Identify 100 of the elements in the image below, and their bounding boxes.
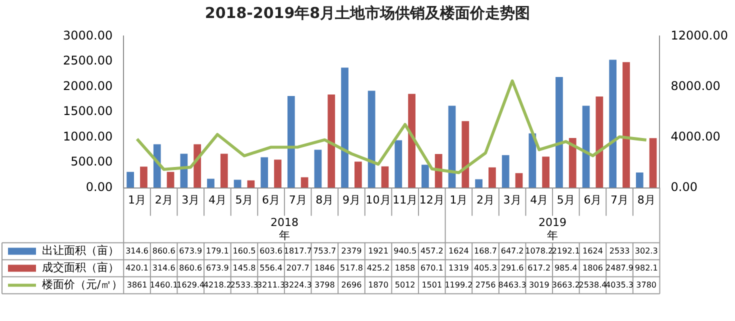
data-label: 860.6 <box>152 246 176 256</box>
data-label: 670.1 <box>420 263 444 272</box>
bar <box>609 60 617 188</box>
x-tick-label: 9月 <box>342 193 360 206</box>
chart-title: 2018-2019年8月土地市场供销及楼面价走势图 <box>204 3 532 24</box>
legend-label: 楼面价（元/㎡） <box>42 278 123 292</box>
data-label: 603.6 <box>260 246 283 256</box>
bar <box>462 121 470 188</box>
bar <box>126 172 134 188</box>
data-label: 556.4 <box>260 263 283 272</box>
text: 2018年 <box>270 216 298 242</box>
data-label: 179.1 <box>206 246 229 256</box>
data-label: 1806 <box>582 263 603 272</box>
data-label: 4035.3 <box>606 280 634 290</box>
bar <box>502 155 510 188</box>
data-label: 1078.2 <box>525 246 554 256</box>
data-label: 1501 <box>422 280 442 290</box>
data-label: 1624 <box>448 246 469 256</box>
data-label: 3019 <box>528 280 550 290</box>
bar <box>515 173 523 188</box>
y2-tick-label: 8000.00 <box>670 78 720 93</box>
data-label: 2696 <box>341 280 362 290</box>
data-label: 2538.4 <box>578 280 607 290</box>
data-label: 314.6 <box>126 246 148 256</box>
data-label: 160.5 <box>232 246 256 256</box>
x-tick-label: 5月 <box>235 193 254 206</box>
x-tick-label: 3月 <box>182 193 200 206</box>
bar <box>274 160 282 188</box>
data-label: 302.3 <box>634 246 658 256</box>
data-label: 4218.2 <box>203 280 232 290</box>
x-tick-label: 2月 <box>476 193 495 206</box>
data-label: 291.6 <box>500 263 524 272</box>
x-tick-label: 7月 <box>610 193 629 206</box>
data-label: 457.2 <box>420 246 444 256</box>
y2-tick-label: 12000.00 <box>670 28 728 42</box>
data-label: 673.9 <box>206 263 229 272</box>
data-label: 3798 <box>314 280 335 290</box>
x-tick-label: 11月 <box>392 193 418 206</box>
bar <box>434 154 442 188</box>
y-tick-label: 2000.00 <box>63 78 113 93</box>
y-tick-label: 2500.00 <box>63 54 113 68</box>
bar <box>408 94 416 188</box>
data-label: 940.5 <box>394 246 417 256</box>
x-tick-label: 4月 <box>530 193 548 206</box>
data-label: 2192.1 <box>552 246 580 256</box>
x-tick-label: 3月 <box>503 193 522 206</box>
bar <box>300 177 308 188</box>
bar <box>596 96 604 188</box>
x-tick-label: 8月 <box>637 193 656 206</box>
bar <box>368 90 376 188</box>
data-label: 3861 <box>126 280 148 290</box>
bar <box>422 164 429 188</box>
data-label: 207.7 <box>286 263 310 272</box>
data-label: 2379 <box>341 246 362 256</box>
legend-label: 出让面积（亩） <box>42 244 119 258</box>
bar <box>488 167 496 188</box>
x-tick-label: 2月 <box>154 193 173 206</box>
legend-label: 成交面积（亩） <box>42 261 119 274</box>
data-label: 3780 <box>636 280 657 290</box>
bar <box>354 162 362 188</box>
x-tick-label: 6月 <box>262 193 280 206</box>
y2-tick-label: 4000.00 <box>670 129 720 144</box>
bar <box>649 138 657 188</box>
bar <box>475 179 482 188</box>
data-label: 517.8 <box>340 263 363 272</box>
bar <box>636 172 644 188</box>
y2-tick-label: 0.00 <box>670 180 698 194</box>
y-tick-label: 3000.00 <box>63 28 113 42</box>
x-tick-label: 6月 <box>584 193 602 206</box>
x-tick-label: 7月 <box>288 193 307 206</box>
bar <box>234 180 242 188</box>
data-label: 3663.2 <box>552 280 580 290</box>
bar <box>394 140 402 188</box>
bar <box>247 180 255 188</box>
bar <box>328 94 336 188</box>
data-label: 2533.3 <box>230 280 258 290</box>
y-tick-label: 500.00 <box>70 154 113 169</box>
bar <box>140 166 148 188</box>
bar <box>528 133 536 188</box>
bar <box>341 68 348 188</box>
y-tick-label: 1500.00 <box>63 104 113 118</box>
data-label: 1629.4 <box>176 280 205 290</box>
x-tick-label: 12月 <box>419 193 444 206</box>
x-tick-label: 10月 <box>366 193 391 206</box>
x-tick-label: 1月 <box>128 193 146 206</box>
data-label: 2487.9 <box>606 263 634 272</box>
bar <box>287 96 295 188</box>
bar <box>582 106 590 188</box>
data-label: 1858 <box>394 263 416 272</box>
bar <box>542 156 550 188</box>
data-label: 1199.2 <box>444 280 473 290</box>
data-label: 1319 <box>448 263 469 272</box>
bar <box>260 157 268 188</box>
bar <box>220 154 228 188</box>
y-tick-label: 1000.00 <box>63 129 113 144</box>
data-label: 8463.3 <box>498 280 526 290</box>
bar <box>568 138 576 188</box>
data-label: 5012 <box>394 280 416 290</box>
data-label: 168.7 <box>474 246 497 256</box>
bar <box>166 172 174 188</box>
